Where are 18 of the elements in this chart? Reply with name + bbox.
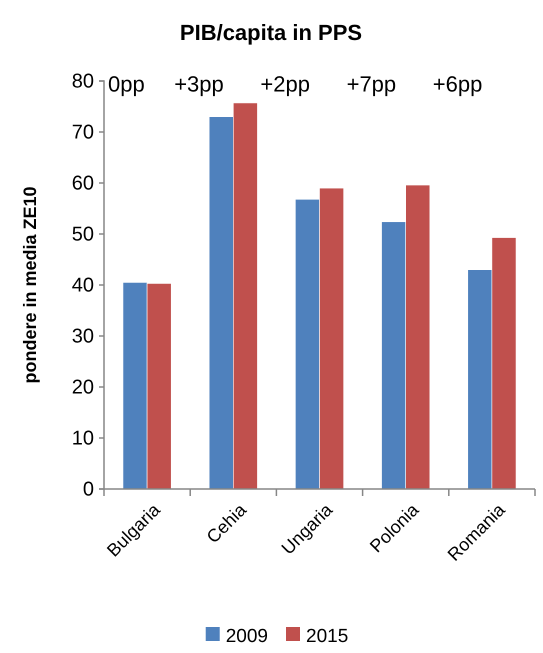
y-tick-label: 40 xyxy=(72,274,94,296)
annotation: +7pp xyxy=(346,72,396,97)
y-tick-label: 70 xyxy=(72,121,94,144)
annotation: +2pp xyxy=(260,72,310,97)
chart-title: PIB/capita in PPS xyxy=(180,20,362,45)
annotation: +3pp xyxy=(174,72,224,97)
y-tick-label: 60 xyxy=(72,172,94,194)
y-tick-label: 10 xyxy=(72,427,94,450)
y-tick-label: 0 xyxy=(82,478,94,500)
legend-label: 2009 xyxy=(226,626,268,647)
y-tick-label: 80 xyxy=(72,70,94,92)
y-tick-label: 50 xyxy=(72,223,94,246)
y-tick-label: 20 xyxy=(72,376,94,398)
legend-label: 2015 xyxy=(306,626,348,647)
annotation: 0pp xyxy=(108,72,145,97)
y-tick-label: 30 xyxy=(72,325,94,348)
y-axis-title: pondere in media ZE10 xyxy=(20,186,40,384)
annotation: +6pp xyxy=(432,72,482,97)
